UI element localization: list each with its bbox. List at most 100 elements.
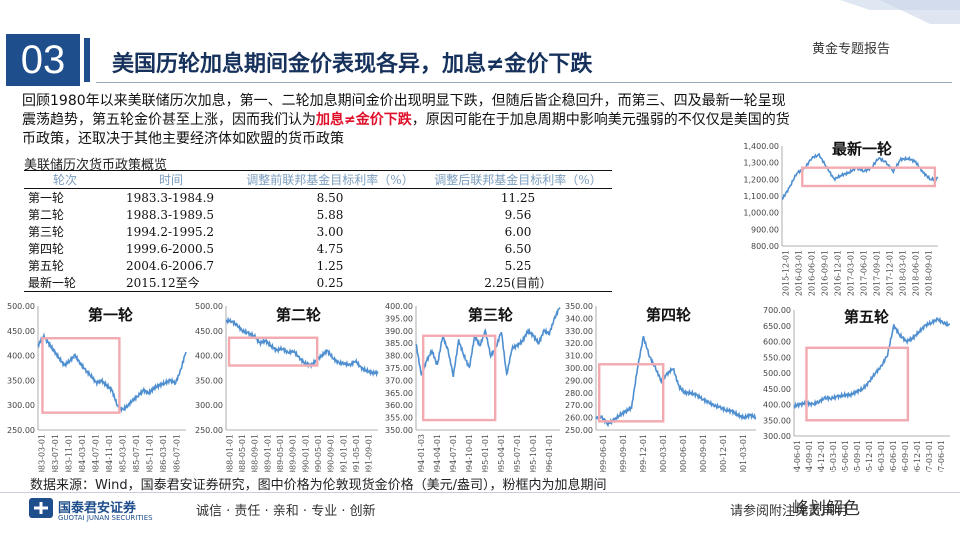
- x-tick-label: 1994-07-01: [449, 434, 458, 472]
- x-tick-label: 1995-10-01: [529, 434, 538, 472]
- y-tick-label: 500.00: [195, 302, 223, 311]
- table-cell: 8.50: [316, 190, 344, 205]
- x-tick-label: 2007-03-01: [925, 440, 934, 472]
- x-tick-label: 1988-09-01: [251, 434, 260, 472]
- chart-round-5: 700.00 650.00 600.00 550.00 500.00 450.00 400.…: [758, 304, 954, 472]
- x-tick-label: 1995-07-01: [513, 434, 522, 472]
- price-line: [781, 152, 939, 200]
- table-title: 美联储历次货币政策概览: [24, 158, 168, 173]
- intro-highlight: 加息≠金价下跌: [316, 112, 412, 128]
- x-tick-label: 2005-12-01: [865, 440, 874, 472]
- chart-svg: 500.00450.00400.00350.00300.00250.001983…: [7, 302, 187, 472]
- table-cell: 2004.6-2006.7: [126, 258, 215, 273]
- price-line: [225, 316, 379, 378]
- x-tick-label: 1988-05-01: [238, 434, 247, 472]
- hike-period-box: [801, 166, 937, 188]
- intro-text-1: 回顾1980年以来美联储历次加息，第一、二轮加息期间金价出现明显下跌，但随后皆企…: [22, 93, 786, 128]
- y-tick-label: 290.00: [565, 376, 593, 385]
- x-tick-label: 2018-09-01: [925, 250, 934, 296]
- table-row: 最新一轮 2015.12至今 0.25 2.25(目前）: [24, 274, 612, 292]
- table-cell: 11.25: [500, 190, 536, 205]
- y-tick-label: 550.00: [763, 353, 791, 362]
- x-tick-label: 1991-01-01: [339, 434, 348, 472]
- x-tick-label: 1986-03-01: [159, 434, 168, 472]
- y-tick-label: 400.00: [7, 352, 35, 361]
- price-line: [793, 316, 950, 410]
- hike-period-box: [227, 336, 319, 367]
- chart-title: 第五轮: [844, 308, 890, 326]
- y-tick-label: 300.00: [195, 401, 223, 410]
- x-tick-label: 2000-12-01: [719, 434, 728, 472]
- x-tick-label: 1994-10-01: [465, 434, 474, 472]
- y-tick-label: 400.00: [195, 352, 223, 361]
- y-tick-label: 700.00: [763, 306, 791, 315]
- x-tick-label: 2005-09-01: [853, 440, 862, 472]
- x-tick-label: 2017-03-01: [847, 250, 856, 296]
- table-row: 第三轮 1994.2-1995.2 3.00 6.00: [24, 223, 612, 240]
- y-tick-label: 250.00: [565, 426, 593, 435]
- chart-svg: 1,400.00 1,300.00 1,200.00 1,100.00 1,000.00…: [743, 142, 939, 296]
- x-tick-label: 2006-03-01: [877, 440, 886, 472]
- chart-round-4: 350.00 340.00 330.00 320.00 310.00 300.00 290.…: [560, 300, 760, 472]
- x-tick-label: 1996-01-01: [545, 434, 554, 472]
- y-tick-label: 310.00: [565, 352, 593, 361]
- table-cell: 9.56: [504, 207, 532, 222]
- x-tick-label: 1991-05-01: [352, 434, 361, 472]
- x-tick-label: 1983-07-01: [51, 434, 60, 472]
- table-cell: 4.75: [316, 241, 344, 256]
- x-tick-label: 1984-11-01: [105, 434, 114, 472]
- hike-period-box: [805, 346, 910, 422]
- hike-period-box: [598, 363, 665, 423]
- x-tick-label: 2000-09-01: [699, 434, 708, 472]
- x-tick-label: 1985-03-01: [118, 434, 127, 472]
- y-tick-label: 1,200.00: [743, 175, 779, 184]
- x-tick-label: 1984-03-01: [78, 434, 87, 472]
- x-tick-label: 2016-03-01: [795, 250, 804, 296]
- table-cell: 1983.3-1984.9: [126, 190, 215, 205]
- x-tick-label: 2006-09-01: [901, 440, 910, 472]
- y-tick-label: 500.00: [763, 369, 791, 378]
- x-tick-label: 2004-09-01: [805, 440, 814, 472]
- page-title: 美国历轮加息期间金价表现各异，加息≠金价下跌: [112, 52, 593, 77]
- chart-round-2: 500.00 450.00 400.00 350.00 300.00 250.00 1988…: [192, 300, 382, 472]
- x-tick-label: 2015-12-01: [782, 250, 791, 296]
- x-tick-label: 1999-09-01: [619, 434, 628, 472]
- report-label: 黄金专题报告: [812, 42, 891, 57]
- x-tick-label: 2017-06-01: [860, 250, 869, 296]
- table-row: 第一轮 1983.3-1984.9 8.50 11.25: [24, 189, 612, 207]
- header-decoration: [840, 0, 960, 24]
- x-tick-label: 2001-03-01: [739, 434, 748, 472]
- table-cell: 第三轮: [28, 225, 65, 239]
- x-tick-label: 2000-03-01: [659, 434, 668, 472]
- x-tick-label: 1999-06-01: [599, 434, 608, 472]
- x-tick-label: 1988-01-01: [225, 434, 234, 472]
- table-cell: 6.00: [504, 224, 532, 239]
- x-tick-label: 2000-06-01: [679, 434, 688, 472]
- chart-title: 最新一轮: [832, 140, 893, 158]
- table-cell: 1994.2-1995.2: [126, 224, 215, 239]
- chart-svg: 700.00 650.00 600.00 550.00 500.00 450.00 400.…: [763, 306, 950, 472]
- x-tick-label: 1984-07-01: [92, 434, 101, 472]
- y-tick-label: 375.00: [385, 364, 413, 373]
- x-tick-label: 1990-09-01: [327, 434, 336, 472]
- table-cell: 2015.12至今: [106, 274, 236, 292]
- table-header: 调整前联邦基金目标利率（%）: [236, 170, 424, 189]
- table-cell: 第五轮: [28, 259, 65, 273]
- chart-svg: 500.00450.00400.00350.00300.00250.001988…: [195, 302, 379, 472]
- table-cell: 第一轮: [28, 191, 65, 205]
- x-tick-label: 2006-06-01: [889, 440, 898, 472]
- y-tick-label: 365.00: [385, 389, 413, 398]
- x-tick-label: 1989-09-01: [289, 434, 298, 472]
- table-cell: 第四轮: [28, 242, 65, 256]
- table-row: 第四轮 1999.6-2000.5 4.75 6.50: [24, 240, 612, 257]
- x-tick-label: 1983-03-01: [38, 434, 47, 472]
- table-cell: 第二轮: [28, 208, 65, 222]
- x-tick-label: 2018-03-01: [899, 250, 908, 296]
- y-tick-label: 400.00: [763, 401, 791, 410]
- y-tick-label: 300.00: [565, 364, 593, 373]
- y-tick-label: 300.00: [7, 401, 35, 410]
- chart-svg: 350.00 340.00 330.00 320.00 310.00 300.00 290.…: [565, 302, 757, 472]
- x-tick-label: 1986-07-01: [172, 434, 181, 472]
- y-tick-label: 280.00: [565, 389, 593, 398]
- price-line: [37, 332, 187, 413]
